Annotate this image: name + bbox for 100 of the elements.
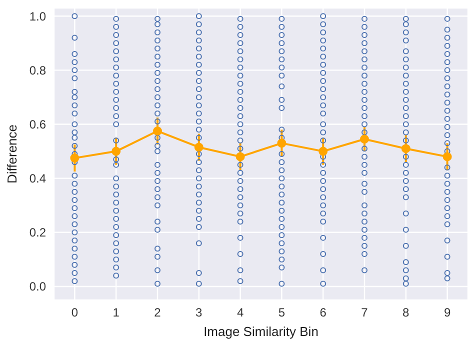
point — [444, 124, 450, 130]
point — [320, 234, 326, 241]
point — [72, 34, 78, 41]
point — [320, 121, 326, 128]
point — [362, 226, 368, 233]
point — [237, 278, 244, 284]
point — [278, 151, 285, 157]
point — [196, 208, 202, 214]
point — [113, 24, 120, 30]
y-tick-label: 1.0 — [29, 9, 46, 24]
point — [444, 67, 450, 74]
point — [154, 226, 160, 233]
point — [113, 272, 120, 279]
point — [402, 121, 409, 128]
point — [402, 21, 409, 28]
point — [237, 88, 244, 95]
point — [444, 83, 450, 90]
point — [278, 200, 285, 206]
point — [320, 186, 326, 192]
point — [236, 152, 245, 162]
point — [444, 92, 450, 98]
point — [402, 48, 409, 54]
point — [278, 167, 285, 174]
point — [154, 142, 160, 149]
point — [320, 102, 326, 108]
point — [154, 280, 160, 287]
point — [154, 202, 160, 208]
point — [402, 267, 409, 274]
point — [154, 21, 160, 28]
point — [196, 183, 202, 190]
point — [72, 188, 78, 195]
point — [278, 175, 285, 182]
point — [402, 242, 409, 249]
point — [196, 280, 202, 287]
point — [320, 178, 326, 184]
point — [444, 116, 450, 122]
point — [237, 64, 244, 70]
point — [362, 170, 368, 176]
point — [444, 100, 450, 106]
point — [113, 88, 120, 95]
point — [278, 240, 285, 246]
point — [362, 129, 368, 136]
point — [444, 221, 450, 228]
point — [196, 167, 202, 174]
point — [320, 78, 326, 84]
point — [113, 208, 120, 214]
point — [402, 88, 409, 95]
point — [154, 46, 160, 52]
point — [113, 40, 120, 46]
point — [237, 72, 244, 79]
point — [113, 156, 120, 162]
point — [72, 196, 78, 203]
x-tick-label: 7 — [361, 306, 368, 320]
point — [154, 110, 160, 116]
point — [362, 267, 368, 274]
point — [278, 16, 285, 22]
x-tick-label: 1 — [112, 306, 120, 320]
point — [320, 280, 326, 287]
point — [444, 26, 450, 33]
point — [278, 56, 285, 62]
point — [402, 162, 409, 168]
point — [402, 16, 409, 22]
point — [196, 78, 202, 84]
x-tick-label: 2 — [154, 306, 162, 320]
point — [72, 221, 78, 228]
point — [277, 138, 286, 148]
point — [237, 146, 244, 152]
point — [320, 202, 326, 208]
point — [237, 96, 244, 103]
point — [237, 40, 244, 46]
point — [362, 218, 368, 225]
point — [72, 205, 78, 212]
point — [362, 234, 368, 241]
point — [401, 144, 410, 154]
point — [196, 29, 202, 36]
point — [362, 24, 368, 30]
x-tick-label: 6 — [320, 306, 327, 320]
point — [113, 224, 120, 230]
y-tick-label: 0.8 — [29, 63, 46, 78]
point — [320, 29, 326, 36]
point — [362, 105, 368, 112]
point — [112, 146, 121, 156]
point — [72, 213, 78, 220]
point — [196, 70, 202, 76]
point — [72, 13, 78, 20]
point — [362, 113, 368, 120]
point — [444, 34, 450, 41]
point — [196, 54, 202, 60]
point — [154, 118, 160, 125]
point — [444, 108, 450, 114]
point — [72, 172, 78, 179]
point — [154, 186, 160, 192]
point — [72, 238, 78, 244]
x-tick-label: 9 — [444, 306, 451, 320]
point — [318, 146, 328, 156]
point — [278, 232, 285, 238]
point — [154, 86, 160, 92]
point — [402, 96, 409, 103]
point — [442, 152, 452, 162]
point — [444, 75, 450, 82]
